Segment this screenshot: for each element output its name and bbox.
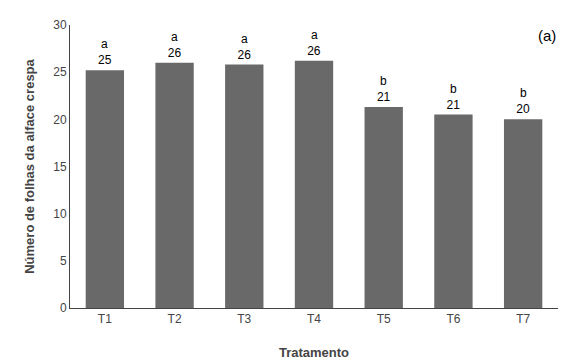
svg-text:0: 0 xyxy=(60,301,67,315)
svg-text:(a): (a) xyxy=(538,27,556,44)
svg-text:26: 26 xyxy=(168,46,182,60)
svg-text:10: 10 xyxy=(53,207,67,221)
svg-text:b: b xyxy=(520,86,527,100)
svg-text:b: b xyxy=(450,82,457,96)
svg-text:5: 5 xyxy=(60,254,67,268)
svg-text:T7: T7 xyxy=(516,312,530,326)
svg-text:T5: T5 xyxy=(377,312,391,326)
svg-text:21: 21 xyxy=(377,90,391,104)
svg-text:26: 26 xyxy=(237,48,251,62)
svg-text:Tratamento: Tratamento xyxy=(279,345,349,360)
svg-text:T3: T3 xyxy=(237,312,251,326)
svg-text:20: 20 xyxy=(53,113,67,127)
svg-text:a: a xyxy=(241,32,248,46)
svg-text:25: 25 xyxy=(53,65,67,79)
svg-text:T1: T1 xyxy=(98,312,112,326)
svg-text:20: 20 xyxy=(516,102,530,116)
svg-text:T6: T6 xyxy=(446,312,460,326)
svg-text:a: a xyxy=(101,37,108,51)
svg-text:T2: T2 xyxy=(168,312,182,326)
svg-text:Número de folhas da alface cre: Número de folhas da alface crespa xyxy=(22,58,37,273)
svg-text:15: 15 xyxy=(53,160,67,174)
svg-text:25: 25 xyxy=(98,53,112,67)
svg-text:21: 21 xyxy=(447,98,461,112)
svg-text:a: a xyxy=(311,28,318,42)
svg-text:T4: T4 xyxy=(307,312,321,326)
svg-text:26: 26 xyxy=(307,44,321,58)
svg-text:a: a xyxy=(171,30,178,44)
svg-text:30: 30 xyxy=(53,18,67,32)
svg-text:b: b xyxy=(380,74,387,88)
